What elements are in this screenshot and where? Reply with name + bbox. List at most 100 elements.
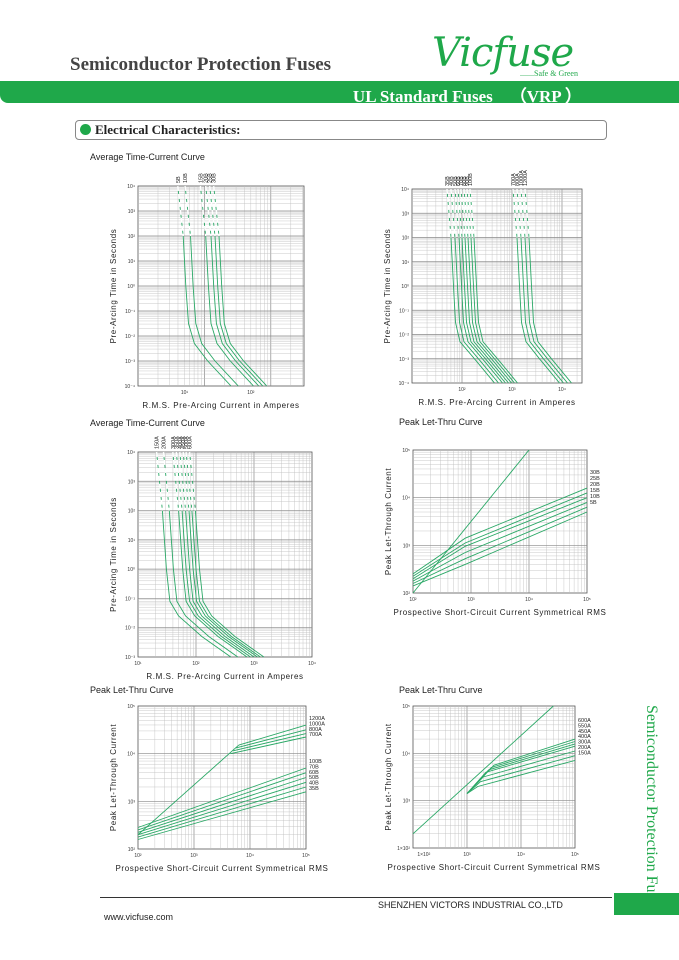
logo-tagline: .......Safe & Green — [520, 69, 578, 78]
section-heading: Electrical Characteristics: — [95, 122, 241, 137]
series-dash-mask — [175, 451, 183, 511]
y-tick-label: 10³ — [403, 799, 411, 805]
footer-url[interactable]: www.vicfuse.com — [104, 912, 174, 922]
y-tick-label: 10³ — [128, 799, 136, 805]
x-tick-label: 10⁵ — [302, 853, 310, 859]
series-line-300a — [466, 750, 576, 794]
y-tick-label: 10⁴ — [402, 496, 410, 502]
series-label: 60B — [309, 770, 319, 776]
series-label: 15B — [590, 488, 600, 494]
y-tick-label: 10⁻² — [399, 333, 409, 339]
chart-title: Peak Let-Thru Curve — [399, 417, 483, 427]
y-tick-label: 10² — [128, 509, 136, 515]
x-tick-label: 10² — [192, 661, 200, 667]
banner-title: UL Standard Fuses （VRP ） — [352, 87, 582, 106]
series-line-diagonal — [412, 705, 554, 835]
series-line-100b — [137, 767, 307, 828]
series-dash-mask — [469, 188, 475, 238]
series-label: 10B — [590, 494, 600, 500]
series-label: 1200A — [523, 170, 529, 186]
x-tick-label: 10² — [247, 390, 255, 396]
series-line-35b — [137, 791, 307, 840]
series-dash-mask — [184, 185, 192, 237]
x-axis-label: Prospective Short-Circuit Current Symmet… — [394, 608, 607, 617]
x-tick-label: 10³ — [467, 597, 475, 603]
series-dash-mask — [162, 451, 170, 511]
y-tick-label: 10⁰ — [401, 284, 409, 290]
series-line-60b — [137, 777, 307, 833]
y-axis-label: Pre-Arcing Time in Seconds — [383, 229, 392, 344]
series-label: 10B — [183, 173, 189, 183]
series-label: 500A — [184, 436, 190, 449]
x-tick-label: 10¹ — [134, 661, 142, 667]
x-axis-label: R.M.S. Pre-Arcing Current in Amperes — [146, 672, 303, 681]
x-tick-label: 10³ — [250, 661, 258, 667]
y-tick-label: 10⁵ — [402, 704, 410, 710]
y-axis-label: Pre-Arcing Time in Seconds — [109, 497, 118, 612]
series-label: 5B — [590, 500, 597, 506]
series-dash-mask — [177, 185, 184, 237]
section-heading-box: Electrical Characteristics: — [75, 120, 607, 140]
series-label: 450A — [181, 436, 187, 449]
series-label: 15B — [198, 173, 204, 183]
series-label: 70B — [459, 176, 465, 186]
series-label: 350A — [174, 436, 180, 449]
series-line-20b — [412, 497, 588, 580]
series-label: 35B — [445, 176, 451, 186]
y-tick-label: 10⁴ — [127, 450, 135, 456]
series-label: 400A — [178, 436, 184, 449]
series-label: 50B — [309, 775, 319, 781]
series-dash-mask — [172, 451, 180, 511]
series-dash-mask — [209, 185, 216, 237]
series-label: 50B — [453, 176, 459, 186]
y-tick-label: 10³ — [128, 479, 136, 485]
series-line-30b — [412, 487, 588, 575]
series-dash-mask — [460, 188, 466, 238]
series-label: 200A — [578, 745, 591, 751]
x-tick-label: 10⁴ — [308, 661, 316, 667]
series-line-1000a — [235, 729, 307, 749]
series-dash-mask — [520, 188, 526, 238]
series-dash-mask — [466, 188, 472, 238]
series-line-40b — [137, 786, 307, 838]
y-tick-label: 10⁵ — [127, 704, 135, 710]
footer-company: SHENZHEN VICTORS INDUSTRIAL CO.,LTD — [378, 900, 563, 910]
series-label: 450A — [578, 729, 591, 735]
series-label: 35B — [309, 786, 319, 792]
series-label: 25B — [208, 173, 214, 183]
series-dash-mask — [155, 451, 164, 511]
series-label: 30B — [212, 173, 218, 183]
series-line-15b — [412, 501, 588, 582]
x-tick-label: 10⁴ — [558, 387, 566, 393]
plot-frame — [412, 449, 588, 594]
x-tick-label: 10⁵ — [583, 597, 591, 603]
y-tick-label: 10⁴ — [401, 187, 409, 193]
y-tick-label: 10¹ — [128, 538, 136, 544]
series-dash-mask — [188, 451, 197, 511]
y-tick-label: 10⁻³ — [399, 357, 409, 363]
series-line-800a — [233, 733, 307, 752]
series-label: 25B — [590, 476, 600, 482]
series-line-diagonal — [412, 449, 530, 594]
series-dash-mask — [185, 451, 193, 511]
y-tick-label: 10⁻⁴ — [125, 384, 135, 390]
x-tick-label: 10⁵ — [571, 852, 579, 858]
footer-divider — [100, 897, 612, 898]
series-dash-mask — [199, 185, 207, 237]
x-tick-label: 10⁴ — [517, 852, 525, 858]
x-tick-label: 10² — [134, 853, 142, 859]
y-tick-label: 10² — [403, 591, 411, 597]
x-tick-label: 1×10² — [417, 852, 430, 858]
series-label: 800A — [309, 727, 322, 733]
series-dash-mask — [179, 451, 187, 511]
y-tick-label: 10⁻¹ — [125, 596, 135, 602]
series-label: 100B — [309, 759, 322, 765]
series-dash-mask — [463, 188, 469, 238]
side-label: Semiconductor Protection Fuses — [643, 705, 660, 913]
series-dash-mask — [213, 185, 220, 237]
series-dash-mask — [516, 188, 522, 238]
series-line-diagonal — [137, 744, 240, 836]
